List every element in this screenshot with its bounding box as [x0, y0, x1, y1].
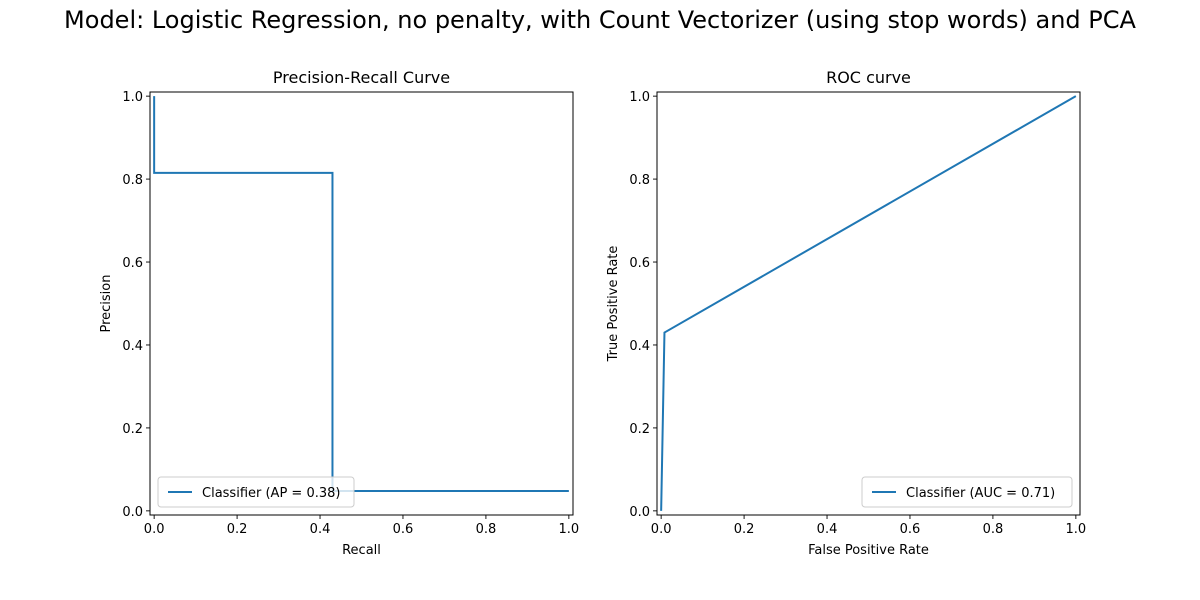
plot2-legend: Classifier (AUC = 0.71) — [861, 476, 1073, 508]
plot2-y-tick-label: 0.2 — [629, 422, 650, 437]
plot1-axes: Precision-Recall Curve 0.0 0.2 0.4 0.6 0.8 1.0… — [99, 68, 579, 558]
plot1-y-tick-label: 0.4 — [122, 339, 143, 354]
plot1-y-tick-label: 1.0 — [122, 90, 143, 105]
plot1-x-tick-label: 0.2 — [227, 522, 248, 537]
plot1-axes-frame — [149, 91, 574, 516]
figure-suptitle: Model: Logistic Regression, no penalty, … — [64, 6, 1136, 34]
plot2-x-tick-label: 0.2 — [734, 522, 755, 537]
plot2-axes-frame — [656, 91, 1081, 516]
plot2-y-tick-label: 1.0 — [629, 90, 650, 105]
plot2-x-tick-label: 1.0 — [1066, 522, 1087, 537]
plot2-x-tick-label: 0.8 — [983, 522, 1004, 537]
plot2-x-axis-label: False Positive Rate — [808, 543, 929, 558]
plot2-legend-label: Classifier (AUC = 0.71) — [906, 486, 1055, 501]
plot1-legend: Classifier (AP = 0.38) — [157, 476, 355, 508]
plot2-x-tick-label: 0.0 — [651, 522, 672, 537]
plot2-y-tick-label: 0.0 — [629, 505, 650, 520]
plot2-legend-box — [861, 476, 1073, 508]
plot2-y-tick-label: 0.8 — [629, 173, 650, 188]
plot2-y-tick-label: 0.6 — [629, 256, 650, 271]
plot2-axes: ROC curve 0.0 0.2 0.4 0.6 0.8 1.0 0.0 0.2 0.4 0.6 0… — [606, 68, 1086, 558]
plot1-x-tick-label: 0.4 — [310, 522, 331, 537]
plot1-x-tick-label: 1.0 — [559, 522, 580, 537]
plot1-legend-box — [157, 476, 355, 508]
plot1-title: Precision-Recall Curve — [273, 68, 450, 87]
plot2-title: ROC curve — [826, 68, 911, 87]
plot2-x-tick-label: 0.4 — [817, 522, 838, 537]
plot1-y-tick-label: 0.0 — [122, 505, 143, 520]
plot1-x-tick-label: 0.0 — [144, 522, 165, 537]
plot1-x-axis-label: Recall — [342, 543, 381, 558]
plot2-x-tick-label: 0.6 — [900, 522, 921, 537]
plot1-y-axis-label: Precision — [99, 274, 114, 332]
plot2-y-axis-label: True Positive Rate — [606, 246, 621, 363]
plot1-series-line — [153, 96, 569, 492]
plot1-x-tick-label: 0.8 — [476, 522, 497, 537]
plot1-y-tick-label: 0.6 — [122, 256, 143, 271]
plot1-y-tick-label: 0.2 — [122, 422, 143, 437]
plot2-series-line — [660, 95, 1077, 511]
plot1-x-tick-label: 0.6 — [393, 522, 414, 537]
plot2-y-tick-label: 0.4 — [629, 339, 650, 354]
plot1-y-tick-label: 0.8 — [122, 173, 143, 188]
plot1-legend-label: Classifier (AP = 0.38) — [202, 486, 340, 501]
